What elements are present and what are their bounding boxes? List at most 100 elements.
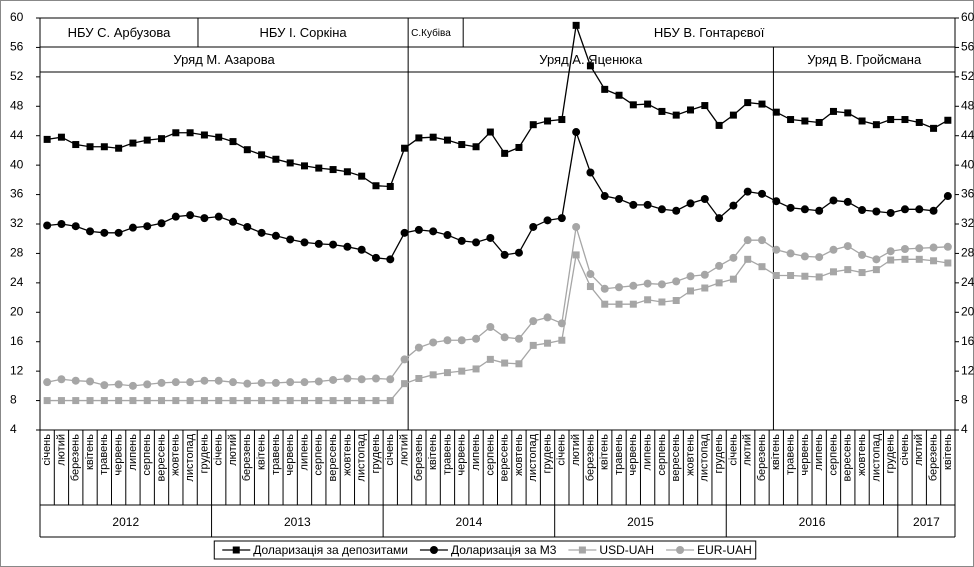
- point: [157, 378, 166, 387]
- series-line: [47, 252, 948, 402]
- point: [772, 245, 781, 254]
- y2-tick-label: 16: [961, 334, 974, 348]
- point: [129, 139, 137, 147]
- point: [529, 121, 537, 129]
- y-tick-label: 52: [10, 69, 24, 83]
- x-tick-label: листопад: [699, 433, 711, 481]
- point: [286, 378, 295, 387]
- point: [715, 214, 724, 223]
- x-tick-label: лютий: [742, 434, 754, 466]
- y-tick-label: 44: [10, 128, 24, 142]
- point: [57, 375, 66, 384]
- point: [143, 397, 151, 405]
- point: [601, 85, 609, 93]
- series: [43, 251, 952, 405]
- point: [772, 272, 780, 279]
- point: [758, 100, 766, 108]
- y2-tick-label: 52: [961, 69, 974, 83]
- point: [829, 196, 838, 205]
- point: [429, 338, 438, 347]
- x-tick-label: січень: [556, 434, 568, 466]
- point: [657, 280, 666, 289]
- point: [515, 360, 523, 368]
- point: [171, 212, 180, 221]
- point: [329, 397, 337, 405]
- x-tick-label: січень: [899, 434, 911, 466]
- point: [615, 194, 624, 203]
- point: [801, 272, 809, 280]
- y2-tick-label: 36: [961, 187, 974, 201]
- point: [71, 222, 80, 231]
- point: [414, 343, 423, 352]
- point: [115, 144, 123, 152]
- x-tick-label: жовтень: [856, 434, 868, 476]
- x-tick-label: грудень: [370, 434, 382, 474]
- y-tick-label: 40: [10, 157, 24, 171]
- point: [572, 251, 580, 259]
- series-line: [47, 131, 949, 261]
- point: [229, 397, 237, 405]
- legend: Доларизація за депозитами Доларизація за …: [213, 540, 757, 560]
- point: [186, 211, 195, 220]
- point: [272, 397, 280, 405]
- x-tick-label: грудень: [885, 434, 897, 474]
- series: [43, 222, 952, 390]
- point: [100, 228, 109, 237]
- point: [214, 376, 223, 385]
- point: [458, 141, 466, 149]
- x-tick-label: лютий: [570, 434, 582, 466]
- point: [486, 128, 494, 136]
- point: [757, 236, 766, 245]
- series-line: [47, 25, 949, 188]
- point: [529, 222, 538, 231]
- x-tick-label: травень: [98, 434, 110, 475]
- point: [557, 214, 566, 223]
- x-tick-label: квітень: [256, 434, 268, 470]
- point: [86, 227, 95, 236]
- annotation-label: Уряд А. Яценюка: [539, 52, 643, 67]
- point: [486, 355, 494, 363]
- point: [557, 319, 566, 328]
- y2-tick-label: 60: [961, 10, 974, 24]
- point: [544, 117, 552, 125]
- point: [143, 222, 152, 231]
- point: [129, 397, 137, 405]
- y2-tick-label: 24: [961, 275, 974, 289]
- point: [800, 252, 809, 261]
- point: [729, 201, 738, 210]
- point: [57, 220, 66, 228]
- x-group-label: 2015: [627, 515, 654, 529]
- legend-box: [213, 540, 757, 560]
- x-tick-label: травень: [270, 434, 282, 475]
- point: [900, 205, 909, 214]
- x-tick-label: травень: [441, 434, 453, 475]
- point: [200, 131, 208, 139]
- point: [701, 102, 709, 110]
- point: [901, 116, 909, 124]
- x-tick-label: вересень: [499, 434, 511, 482]
- point: [472, 143, 480, 151]
- point: [786, 249, 795, 258]
- point: [943, 242, 952, 251]
- point: [787, 116, 795, 124]
- point: [300, 378, 309, 387]
- x-tick-label: травень: [613, 434, 625, 475]
- point: [343, 168, 351, 176]
- point: [915, 255, 923, 263]
- y-tick-label: 36: [10, 187, 24, 201]
- point: [672, 206, 681, 215]
- point: [687, 106, 695, 114]
- point: [600, 192, 609, 201]
- point: [501, 359, 509, 367]
- point: [357, 375, 366, 384]
- point: [200, 397, 208, 405]
- point: [271, 378, 280, 387]
- point: [243, 146, 251, 154]
- y-tick-label: 56: [10, 40, 24, 54]
- point: [43, 221, 52, 230]
- x-group-label: 2013: [284, 515, 311, 529]
- x-tick-label: листопад: [870, 433, 882, 481]
- point: [429, 133, 437, 141]
- x-tick-label: липень: [298, 434, 310, 471]
